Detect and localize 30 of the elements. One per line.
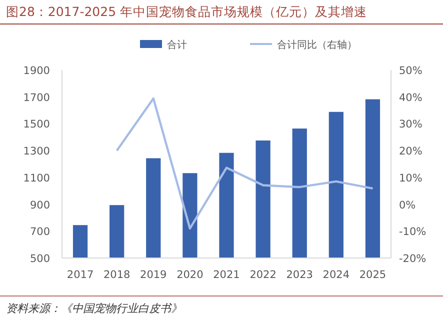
y2-tick-label: -20%	[399, 253, 426, 265]
line-series	[116, 97, 374, 230]
y2-tick-label: 0%	[399, 199, 416, 212]
y-tick-label: 1900	[23, 65, 50, 77]
y2-tick-label: 40%	[399, 92, 422, 104]
chart-title: 图28：2017-2025 年中国宠物食品市场规模（亿元）及其增速	[6, 4, 368, 19]
x-tick-label: 2023	[286, 269, 313, 281]
x-tick-label: 2020	[176, 269, 204, 281]
legend-label: 合计同比（右轴）	[277, 39, 357, 51]
y2-tick-label: -10%	[399, 226, 426, 238]
legend-label: 合计	[167, 39, 187, 51]
x-tick-label: 2025	[359, 269, 386, 281]
y-tick-label: 1100	[23, 172, 50, 184]
x-tick-label: 2021	[213, 269, 240, 281]
y-tick-label: 700	[30, 226, 50, 238]
y2-tick-label: 10%	[399, 172, 422, 184]
y2-tick-label: 30%	[399, 118, 422, 131]
y-tick-label: 1500	[23, 118, 50, 131]
x-tick-label: 2024	[322, 269, 350, 281]
y-tick-label: 1300	[23, 146, 50, 158]
x-tick-label: 2017	[66, 269, 94, 281]
x-tick-label: 2019	[140, 269, 167, 281]
x-tick-label: 2018	[103, 269, 130, 281]
y-tick-label: 1700	[23, 92, 50, 104]
y-tick-label: 900	[30, 199, 50, 212]
y-tick-label: 500	[30, 253, 50, 265]
y2-tick-label: 20%	[399, 146, 422, 158]
x-tick-label: 2022	[250, 269, 276, 281]
y2-tick-label: 50%	[399, 65, 422, 77]
text: 资料来源：《中国宠物行业白皮书》	[6, 302, 182, 315]
